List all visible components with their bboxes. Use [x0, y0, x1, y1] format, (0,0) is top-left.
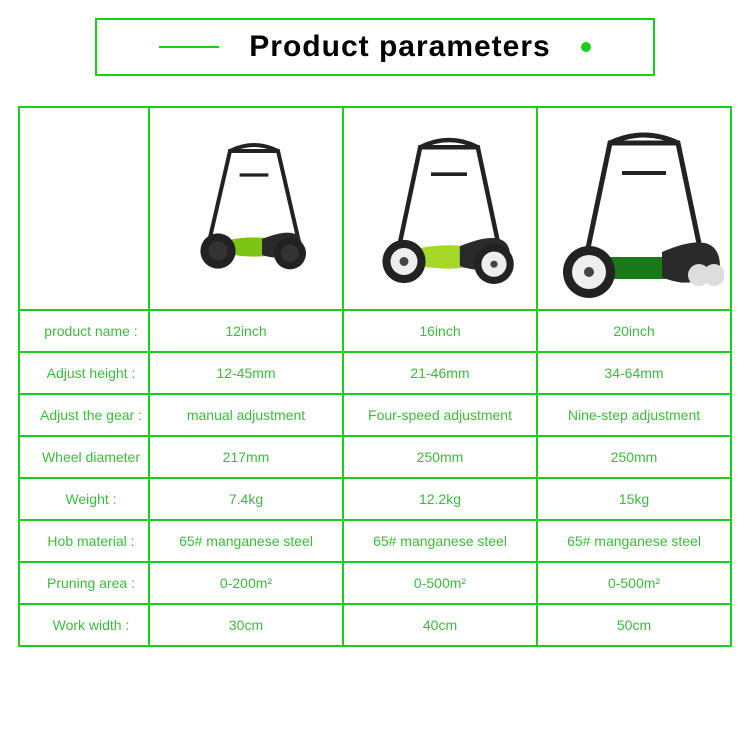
page-title: Product parameters [249, 30, 550, 64]
row-label: Hob material : [19, 520, 149, 562]
row-value: 65# manganese steel [537, 520, 731, 562]
row-value: 12-45mm [149, 352, 343, 394]
table-row: Adjust height : 12-45mm 21-46mm 34-64mm [19, 352, 731, 394]
row-label: Work width : [19, 604, 149, 646]
row-value: 30cm [149, 604, 343, 646]
row-value: 50cm [537, 604, 731, 646]
decor-dot [581, 42, 591, 52]
row-value: 65# manganese steel [149, 520, 343, 562]
mower-16in-icon [350, 114, 530, 300]
parameters-tbody: product name : 12inch 16inch 20inch Adju… [19, 310, 731, 646]
row-label: Adjust height : [19, 352, 149, 394]
parameters-table: product name : 12inch 16inch 20inch Adju… [18, 106, 732, 647]
product-image-cell [149, 107, 343, 310]
product-image-cell [343, 107, 537, 310]
table-row: Weight : 7.4kg 12.2kg 15kg [19, 478, 731, 520]
row-value: 12.2kg [343, 478, 537, 520]
row-value: manual adjustment [149, 394, 343, 436]
row-label: Weight : [19, 478, 149, 520]
table-row: Work width : 30cm 40cm 50cm [19, 604, 731, 646]
row-value: 0-200m² [149, 562, 343, 604]
row-value: 65# manganese steel [343, 520, 537, 562]
row-value: 20inch [537, 310, 731, 352]
row-label: product name : [19, 310, 149, 352]
row-value: 40cm [343, 604, 537, 646]
title-bar: Product parameters [95, 18, 655, 76]
row-value: 0-500m² [343, 562, 537, 604]
table-row: Adjust the gear : manual adjustment Four… [19, 394, 731, 436]
table-row: product name : 12inch 16inch 20inch [19, 310, 731, 352]
row-value: Four-speed adjustment [343, 394, 537, 436]
decor-line-left [159, 46, 219, 48]
table-row: Pruning area : 0-200m² 0-500m² 0-500m² [19, 562, 731, 604]
row-value: Nine-step adjustment [537, 394, 731, 436]
product-image-row [19, 107, 731, 310]
table-row: Wheel diameter 217mm 250mm 250mm [19, 436, 731, 478]
row-value: 217mm [149, 436, 343, 478]
row-label: Adjust the gear : [19, 394, 149, 436]
row-value: 21-46mm [343, 352, 537, 394]
row-label: Pruning area : [19, 562, 149, 604]
row-value: 250mm [537, 436, 731, 478]
row-value: 0-500m² [537, 562, 731, 604]
mower-20in-icon [544, 114, 724, 300]
mower-12in-icon [156, 114, 336, 300]
row-label: Wheel diameter [19, 436, 149, 478]
image-header-blank [19, 107, 149, 310]
row-value: 34-64mm [537, 352, 731, 394]
row-value: 7.4kg [149, 478, 343, 520]
row-value: 12inch [149, 310, 343, 352]
row-value: 16inch [343, 310, 537, 352]
row-value: 15kg [537, 478, 731, 520]
row-value: 250mm [343, 436, 537, 478]
table-row: Hob material : 65# manganese steel 65# m… [19, 520, 731, 562]
product-image-cell [537, 107, 731, 310]
